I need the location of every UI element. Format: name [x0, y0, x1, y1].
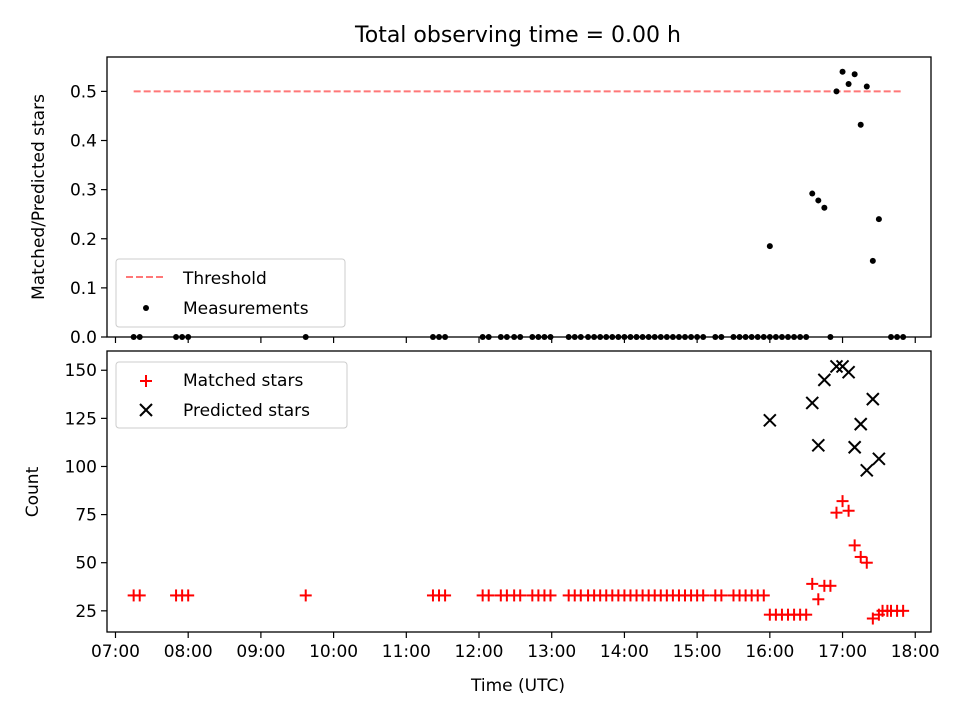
predicted-point — [860, 463, 874, 478]
measurement-point — [833, 88, 840, 95]
y-tick-label: 75 — [75, 506, 97, 526]
top-y-axis-label: Matched/Predicted stars — [29, 94, 49, 300]
x-tick-label: 18:00 — [891, 642, 940, 662]
top-legend: Threshold Measurements — [115, 258, 346, 328]
x-tick-label: 12:00 — [455, 642, 504, 662]
matched-point — [544, 589, 557, 602]
bottom-legend: Matched stars Predicted stars — [115, 361, 348, 429]
predicted-legend-swatch — [139, 403, 153, 417]
measurement-point — [821, 204, 828, 211]
x-tick-label: 17:00 — [818, 642, 867, 662]
matched-point — [800, 608, 813, 621]
measurement-point — [851, 71, 858, 78]
matched-point — [757, 589, 770, 602]
matched-point — [299, 589, 312, 602]
matched-legend-label: Matched stars — [183, 371, 303, 391]
matched-point — [812, 593, 825, 606]
predicted-point — [811, 438, 826, 453]
predicted-point — [763, 413, 777, 427]
x-tick-label: 09:00 — [236, 642, 285, 662]
bottom-y-axis-label: Count — [23, 466, 43, 517]
predicted-point — [866, 392, 880, 406]
bottom-legend-box — [115, 361, 348, 429]
matched-point — [830, 506, 843, 519]
matched-point — [715, 589, 728, 602]
matched-legend-swatch — [140, 375, 152, 387]
measurement-point — [839, 68, 846, 75]
matched-point — [848, 539, 861, 552]
x-tick-label: 16:00 — [745, 642, 794, 662]
measurement-point — [869, 257, 876, 264]
y-tick-label: 0.5 — [70, 82, 97, 102]
predicted-point — [847, 440, 862, 454]
y-tick-label: 0.2 — [70, 230, 97, 250]
bottom-axes-frame — [106, 350, 932, 633]
predicted-point — [829, 359, 844, 374]
x-tick-label: 08:00 — [164, 642, 213, 662]
y-tick-label: 25 — [75, 602, 97, 622]
measurement-point — [815, 197, 822, 204]
matched-point — [860, 556, 873, 569]
predicted-point — [805, 396, 819, 410]
measurement-point — [766, 243, 773, 250]
measurements-legend-label: Measurements — [183, 299, 309, 319]
measurements-legend-swatch — [143, 305, 149, 311]
x-tick-label: 11:00 — [382, 642, 431, 662]
y-tick-label: 0.0 — [70, 328, 97, 348]
predicted-point — [817, 373, 832, 387]
x-tick-label: 07:00 — [91, 642, 140, 662]
x-tick-label: 15:00 — [673, 642, 722, 662]
predicted-legend-label: Predicted stars — [183, 401, 310, 421]
threshold-legend-label: Threshold — [182, 269, 267, 289]
x-tick-label: 10:00 — [309, 642, 358, 662]
x-tick-label: 13:00 — [527, 642, 576, 662]
matched-point — [439, 589, 452, 602]
matched-point — [854, 550, 867, 563]
x-tick-label: 14:00 — [600, 642, 649, 662]
x-axis-label: Time (UTC) — [470, 676, 565, 696]
measurement-point — [845, 81, 852, 88]
y-tick-label: 0.4 — [70, 132, 97, 152]
predicted-point — [854, 417, 868, 431]
y-tick-label: 100 — [65, 457, 97, 477]
predicted-point — [872, 452, 886, 466]
measurement-point — [875, 216, 882, 223]
matched-point — [836, 495, 849, 508]
y-tick-label: 150 — [65, 361, 97, 381]
measurement-point — [863, 83, 870, 90]
matched-point — [897, 604, 910, 617]
y-tick-label: 0.1 — [70, 279, 97, 299]
measurement-point — [809, 190, 816, 197]
matched-point — [182, 589, 195, 602]
bottom-plot-area: 25 50 75 100 125 150 07:00 08:00 09:00 10:00 11:00… — [65, 359, 940, 662]
matched-point — [697, 589, 710, 602]
matched-point — [482, 589, 495, 602]
y-tick-label: 125 — [65, 409, 97, 429]
matched-point — [866, 612, 879, 625]
matched-point — [842, 504, 855, 517]
predicted-point — [841, 365, 856, 379]
matched-point — [133, 589, 146, 602]
chart-title: Total observing time = 0.00 h — [354, 23, 681, 48]
top-legend-box — [115, 258, 346, 328]
top-axes-frame — [106, 56, 932, 338]
matched-point — [824, 579, 837, 592]
top-plot-area: 0.0 0.1 0.2 0.3 0.4 0.5 — [70, 68, 916, 348]
y-tick-label: 0.3 — [70, 181, 97, 201]
y-tick-label: 50 — [75, 554, 97, 574]
matched-point — [806, 577, 819, 590]
measurement-point — [857, 121, 864, 128]
matched-point — [514, 589, 527, 602]
